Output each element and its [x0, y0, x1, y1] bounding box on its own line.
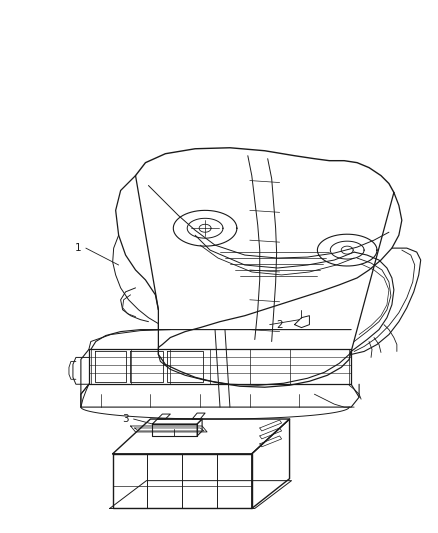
- Text: 2: 2: [276, 320, 283, 329]
- Text: 3: 3: [122, 414, 129, 424]
- Text: 1: 1: [74, 243, 81, 253]
